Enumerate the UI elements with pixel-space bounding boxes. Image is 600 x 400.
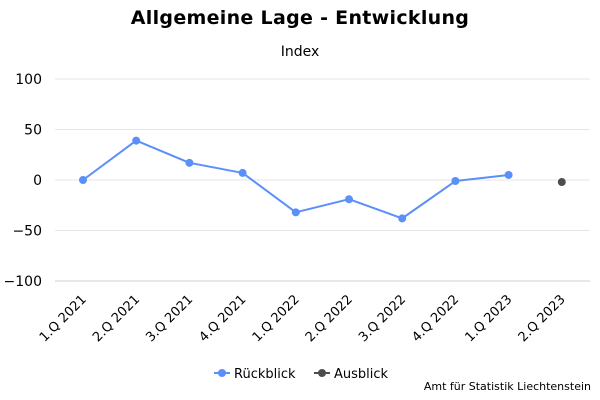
data-point[interactable] [291, 208, 300, 217]
data-point[interactable] [79, 176, 87, 184]
x-tick-label: 1.Q 2023 [462, 292, 515, 345]
y-tick-label: 0 [33, 173, 42, 189]
data-point[interactable] [132, 136, 141, 145]
legend-marker [218, 369, 226, 377]
x-tick-label: 2.Q 2022 [303, 292, 356, 345]
x-axis-ticks: 1.Q 2021 2.Q 2021 3.Q 2021 4.Q 2021 1.Q 2022… [37, 292, 569, 345]
source-note: Amt für Statistik Liechtenstein [423, 380, 591, 393]
chart-title: Allgemeine Lage - Entwicklung [130, 7, 470, 29]
data-point[interactable] [451, 177, 460, 186]
series-line [82, 139, 509, 220]
x-tick-label: 3.Q 2021 [143, 292, 196, 345]
legend[interactable]: Rückblick Ausblick [214, 367, 389, 382]
legend-marker [318, 369, 326, 377]
x-tick-label: 4.Q 2022 [409, 292, 462, 345]
x-tick-label: 1.Q 2021 [37, 292, 90, 345]
data-point[interactable] [504, 170, 513, 179]
y-tick-label: 50 [24, 123, 42, 139]
y-axis-ticks: −100 −50 0 50 100 [4, 72, 42, 290]
series-lines [79, 136, 566, 223]
data-point[interactable] [557, 178, 566, 187]
data-point[interactable] [238, 168, 247, 177]
gridlines [55, 78, 590, 282]
y-tick-label: −100 [4, 274, 42, 290]
x-tick-label: 2.Q 2021 [90, 292, 143, 345]
x-tick-label: 1.Q 2022 [250, 292, 303, 345]
legend-label[interactable]: Ausblick [334, 367, 389, 382]
y-tick-label: −50 [12, 224, 42, 240]
data-point[interactable] [185, 158, 194, 167]
data-point[interactable] [345, 195, 353, 204]
data-point[interactable] [398, 214, 407, 223]
y-tick-label: 100 [15, 72, 42, 88]
x-tick-label: 4.Q 2021 [196, 292, 249, 345]
chart-subtitle: Index [280, 44, 320, 60]
x-tick-label: 3.Q 2022 [356, 292, 409, 345]
legend-label[interactable]: Rückblick [234, 367, 296, 382]
x-tick-label: 2.Q 2023 [516, 292, 569, 345]
